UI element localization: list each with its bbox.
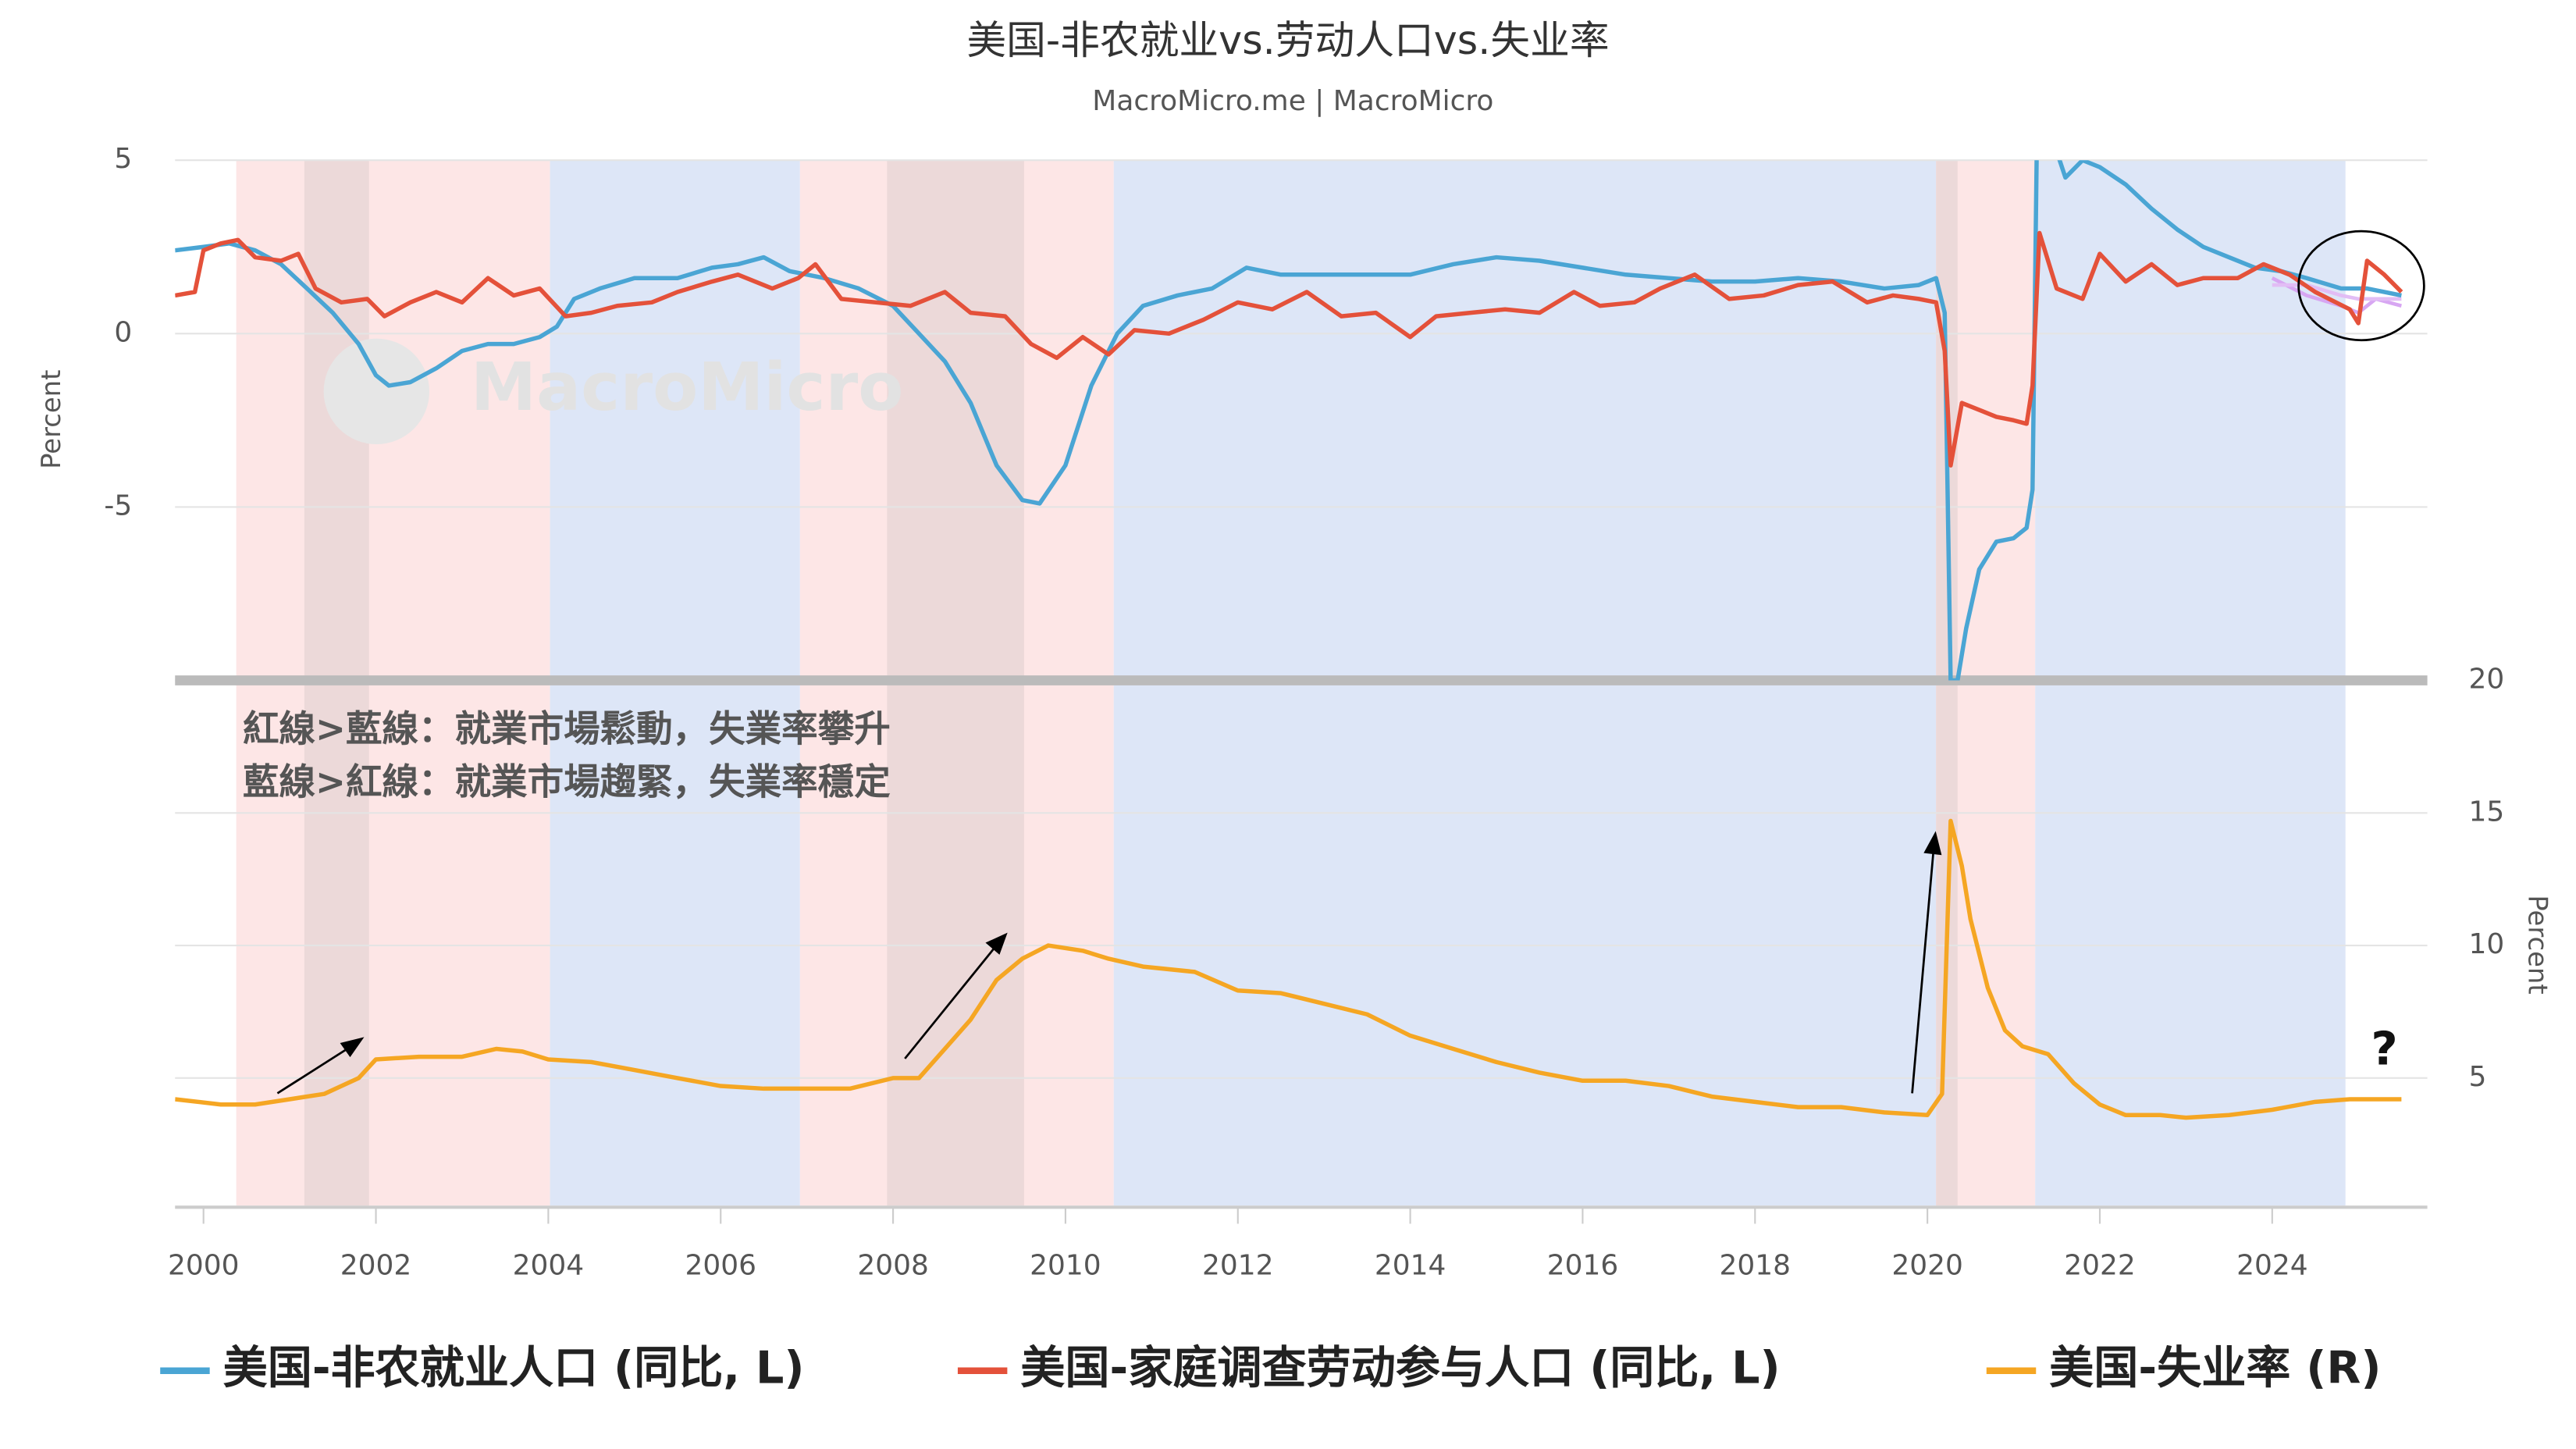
y2-tick-label: 5 <box>2468 1061 2486 1093</box>
x-tick-label: 2006 <box>685 1249 756 1281</box>
series-line <box>175 818 2402 1120</box>
chart-subtitle: MacroMicro.me | MacroMicro <box>1092 85 1493 117</box>
legend-label: 美国-家庭调查劳动参与人口 (同比, L) <box>1020 1342 1780 1394</box>
x-tick-label: 2004 <box>513 1249 585 1281</box>
legend-label: 美国-失业率 (R) <box>2049 1342 2381 1394</box>
y-tick-label: -5 <box>104 490 132 522</box>
x-tick-label: 2000 <box>168 1249 240 1281</box>
x-tick-label: 2010 <box>1030 1249 1101 1281</box>
highlight-circle <box>2297 230 2425 342</box>
series-line <box>175 230 2403 468</box>
x-tick-label: 2016 <box>1547 1249 1619 1281</box>
y2-tick-label: 20 <box>2468 664 2504 696</box>
y2-tick-label: 15 <box>2468 796 2504 828</box>
series-line <box>2272 283 2402 301</box>
annotation: 藍線>紅線：就業市場趨緊，失業率穩定 <box>243 760 891 803</box>
chart-title: 美国-非农就业vs.劳动人口vs.失业率 <box>966 17 1609 63</box>
y-axis-label: Percent <box>36 370 66 469</box>
x-tick-label: 2002 <box>340 1249 412 1281</box>
series-line <box>175 160 2402 681</box>
y2-tick-label: 10 <box>2468 928 2504 960</box>
x-tick-label: 2024 <box>2236 1249 2308 1281</box>
arrows <box>276 831 1942 1095</box>
x-tick-label: 2008 <box>857 1249 929 1281</box>
watermark-logo <box>323 338 430 445</box>
annotation: ? <box>2371 1022 2397 1076</box>
watermark: MacroMicro <box>471 348 904 425</box>
x-tick-label: 2014 <box>1375 1249 1446 1281</box>
x-tick-label: 2012 <box>1202 1249 1274 1281</box>
legend-label: 美国-非农就业人口 (同比, L) <box>223 1342 805 1394</box>
y-tick-label: 0 <box>114 316 132 348</box>
y-tick-label: 5 <box>114 143 132 175</box>
x-tick-label: 2022 <box>2064 1249 2136 1281</box>
annotation: 紅線>藍線：就業市場鬆動，失業率攀升 <box>243 708 891 750</box>
y2-axis-label: Percent <box>2523 895 2553 994</box>
x-tick-label: 2020 <box>1891 1249 1963 1281</box>
x-tick-label: 2018 <box>1720 1249 1791 1281</box>
